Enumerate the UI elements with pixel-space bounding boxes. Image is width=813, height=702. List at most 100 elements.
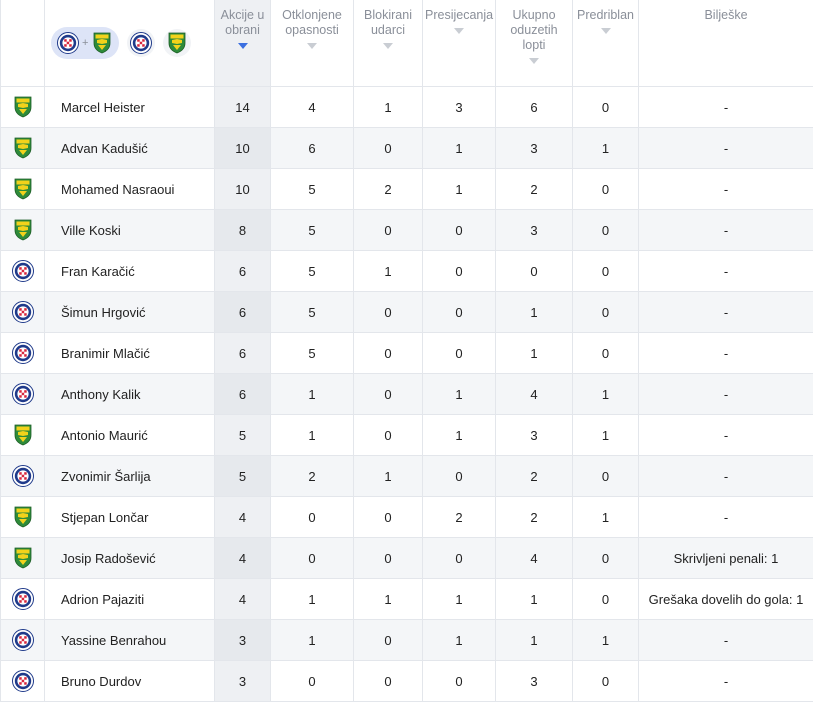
stat-predriblan: 0 [573,456,639,497]
stat-akcije: 14 [215,87,271,128]
player-name[interactable]: Šimun Hrgović [45,292,215,333]
team-column-header [1,0,45,87]
player-name[interactable]: Josip Radošević [45,538,215,579]
column-header-predriblan[interactable]: Predriblan [573,0,639,87]
team-logo-cell [1,661,45,702]
stat-predriblan: 0 [573,661,639,702]
stat-blokirani: 0 [354,374,423,415]
stat-biljeske: - [639,87,813,128]
column-header-label: Blokirani udarci [356,8,420,38]
table-header-row: + Akcije u obrani Otklonjene opasnosti [1,0,813,87]
column-header-ukupno[interactable]: Ukupno oduzetih lopti [496,0,573,87]
stat-akcije: 4 [215,579,271,620]
player-name[interactable]: Marcel Heister [45,87,215,128]
stat-biljeske: Skrivljeni penali: 1 [639,538,813,579]
player-name[interactable]: Advan Kadušić [45,128,215,169]
player-name[interactable]: Ville Koski [45,210,215,251]
stat-biljeske: - [639,128,813,169]
stat-blokirani: 0 [354,661,423,702]
player-name[interactable]: Adrion Pajaziti [45,579,215,620]
column-header-presijecanja[interactable]: Presijecanja [423,0,496,87]
hajduk-crest-icon [130,32,152,54]
team-logo-cell [1,579,45,620]
sort-icon [454,28,464,34]
team-logo-cell [1,87,45,128]
sort-icon [601,28,611,34]
both-teams-filter-chip[interactable]: + [51,27,119,59]
stat-otklonjene: 0 [271,661,354,702]
stat-blokirani: 1 [354,251,423,292]
team-logo-cell [1,251,45,292]
stat-otklonjene: 5 [271,169,354,210]
stat-akcije: 6 [215,292,271,333]
stat-predriblan: 0 [573,251,639,292]
stat-ukupno: 4 [496,538,573,579]
stat-blokirani: 0 [354,497,423,538]
stat-otklonjene: 1 [271,415,354,456]
player-name[interactable]: Anthony Kalik [45,374,215,415]
stat-akcije: 6 [215,251,271,292]
stat-presijecanja: 0 [423,456,496,497]
hajduk-filter-button[interactable] [127,29,155,57]
player-name[interactable]: Branimir Mlačić [45,333,215,374]
hajduk-crest-icon [12,301,34,323]
hajduk-crest-icon [12,670,34,692]
stat-biljeske: - [639,456,813,497]
column-header-blokirani[interactable]: Blokirani udarci [354,0,423,87]
stat-otklonjene: 0 [271,497,354,538]
stat-ukupno: 2 [496,497,573,538]
column-header-otklonjene[interactable]: Otklonjene opasnosti [271,0,354,87]
stat-otklonjene: 0 [271,538,354,579]
player-name[interactable]: Yassine Benrahou [45,620,215,661]
stat-akcije: 4 [215,538,271,579]
stat-predriblan: 0 [573,87,639,128]
stat-biljeske: - [639,251,813,292]
stat-predriblan: 0 [573,169,639,210]
istra-filter-button[interactable] [163,29,191,57]
player-name[interactable]: Antonio Maurić [45,415,215,456]
sort-icon [529,58,539,64]
istra-crest-icon [91,31,113,55]
stat-akcije: 5 [215,456,271,497]
stat-biljeske: - [639,620,813,661]
player-name[interactable]: Fran Karačić [45,251,215,292]
player-name[interactable]: Zvonimir Šarlija [45,456,215,497]
player-name[interactable]: Mohamed Nasraoui [45,169,215,210]
player-name[interactable]: Stjepan Lončar [45,497,215,538]
sort-icon [307,43,317,49]
hajduk-crest-icon [12,629,34,651]
team-logo-cell [1,128,45,169]
team-logo-cell [1,620,45,661]
hajduk-crest-icon [57,32,79,54]
stat-akcije: 8 [215,210,271,251]
stat-predriblan: 1 [573,620,639,661]
stat-predriblan: 0 [573,333,639,374]
column-header-akcije[interactable]: Akcije u obrani [215,0,271,87]
team-logo-cell [1,169,45,210]
stat-blokirani: 0 [354,128,423,169]
istra-crest-icon [12,95,34,119]
stat-ukupno: 1 [496,620,573,661]
stat-akcije: 5 [215,415,271,456]
stat-presijecanja: 2 [423,497,496,538]
player-name[interactable]: Bruno Durdov [45,661,215,702]
stat-ukupno: 1 [496,333,573,374]
column-header-label: Ukupno oduzetih lopti [498,8,570,53]
